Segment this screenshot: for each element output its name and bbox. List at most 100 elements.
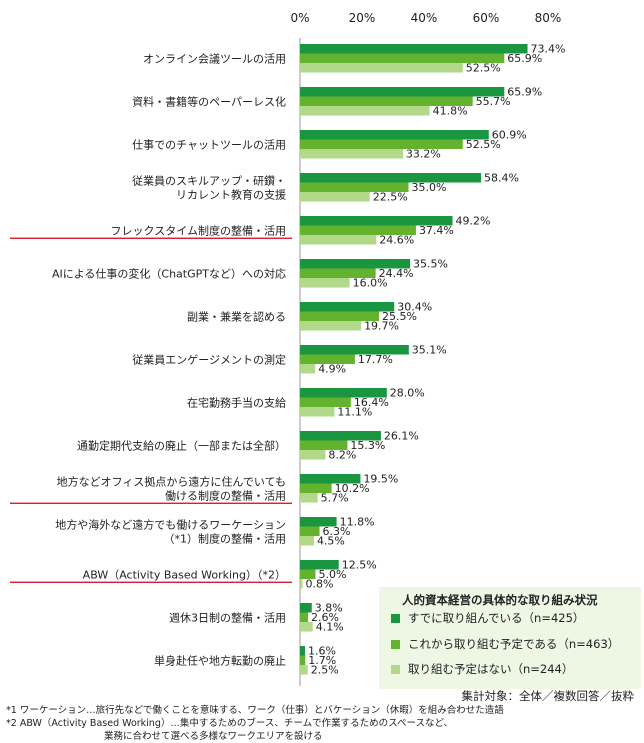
category-label: 副業・兼業を認める	[187, 309, 286, 323]
category-label: 働ける制度の整備・活用	[165, 488, 286, 502]
category-label: 資料・書籍等のペーパーレス化	[132, 94, 286, 108]
bar-value-label: 16.0%	[353, 277, 388, 290]
category-label: 従業員エンゲージメントの測定	[132, 352, 286, 366]
bar-3	[300, 665, 308, 675]
bar-value-label: 24.6%	[379, 234, 414, 247]
bar-value-label: 35.1%	[412, 344, 447, 357]
bar-value-label: 35.5%	[413, 258, 448, 271]
bar-value-label: 4.9%	[318, 363, 346, 376]
footnote-2: *2 ABW（Activity Based Working）…集中するためのブー…	[6, 717, 453, 729]
bar-1	[300, 431, 381, 441]
bar-2	[300, 483, 332, 493]
bar-2	[300, 612, 309, 622]
bar-2	[300, 53, 505, 63]
bar-3	[300, 407, 335, 417]
bar-value-label: 60.9%	[492, 129, 527, 142]
bar-value-label: 4.5%	[317, 535, 345, 548]
category-label: 単身赴任や地方転勤の廃止	[154, 653, 286, 667]
legend: 人的資本経営の具体的な取り組み状況 すでに取り組んでいる（n=425） これから…	[379, 587, 641, 689]
category-label: リカレント教育の支援	[176, 187, 286, 201]
bar-value-label: 65.9%	[507, 86, 542, 99]
bar-value-label: 11.1%	[337, 406, 372, 419]
legend-swatch-2	[391, 640, 400, 649]
bar-value-label: 65.9%	[507, 52, 542, 65]
legend-title: 人的資本経営の具体的な取り組み状況	[402, 593, 598, 607]
bar-3	[300, 149, 403, 159]
bar-3	[300, 493, 318, 503]
bar-2	[300, 655, 306, 665]
category-label: 仕事でのチャットツールの活用	[132, 138, 286, 151]
legend-swatch-1	[391, 614, 400, 623]
category-label: 通勤定期代支給の廃止（一部または全部）	[77, 438, 286, 452]
bar-value-label: 2.5%	[311, 664, 339, 677]
bar-value-label: 10.2%	[335, 482, 370, 495]
footnotes: 集計対象：全体／複数回答／抜粋 *1 ワーケーション…旅行先などで働くことを意味…	[6, 689, 634, 742]
scope-note: 集計対象：全体／複数回答／抜粋	[462, 689, 635, 703]
category-label: 従業員のスキルアップ・研鑽・	[132, 173, 286, 187]
legend-swatch-3	[391, 665, 400, 674]
bar-1	[300, 130, 489, 140]
bar-1	[300, 259, 411, 269]
bar-value-label: 52.5%	[466, 138, 501, 151]
bar-value-label: 8.2%	[328, 449, 356, 462]
bar-2	[300, 311, 380, 321]
footnote-2-continued: 業務に合わせて選べる多様なワークエリアを設ける	[104, 730, 323, 742]
bar-2	[300, 225, 416, 235]
bar-value-label: 30.4%	[397, 301, 432, 314]
bar-value-label: 4.1%	[316, 621, 344, 634]
bar-1	[300, 302, 395, 312]
category-label: 週休3日制の整備・活用	[169, 610, 286, 624]
bar-3	[300, 536, 314, 546]
bar-value-label: 0.8%	[305, 578, 333, 591]
category-label: オンライン会議ツールの活用	[143, 51, 286, 65]
bar-value-label: 28.0%	[390, 387, 425, 400]
x-tick-label: 60%	[473, 11, 500, 25]
bar-1	[300, 216, 453, 226]
bar-value-label: 22.5%	[373, 191, 408, 204]
category-label: ABW（Activity Based Working）（*2）	[83, 568, 286, 581]
bar-3	[300, 106, 430, 116]
category-label: フレックスタイム制度の整備・活用	[111, 223, 286, 237]
bar-value-label: 12.5%	[342, 559, 377, 572]
x-tick-label: 0%	[290, 11, 309, 25]
bar-1	[300, 173, 482, 183]
x-tick-label: 20%	[349, 11, 376, 25]
bar-3	[300, 235, 377, 245]
bar-2	[300, 182, 409, 192]
bar-3	[300, 192, 370, 202]
legend-label-1: すでに取り組んでいる（n=425）	[408, 611, 584, 625]
bar-2	[300, 139, 463, 149]
bar-value-label: 1.7%	[308, 654, 336, 667]
bar-value-label: 16.4%	[354, 396, 389, 409]
category-labels: オンライン会議ツールの活用資料・書籍等のペーパーレス化仕事でのチャットツールの活…	[10, 51, 292, 667]
category-label: 在宅勤務手当の支給	[187, 395, 286, 409]
bar-3	[300, 278, 350, 288]
bar-2	[300, 526, 320, 536]
bar-1	[300, 560, 339, 570]
bar-value-label: 37.4%	[419, 224, 454, 237]
bar-1	[300, 87, 505, 97]
bar-value-label: 3.8%	[315, 602, 343, 615]
bar-value-label: 58.4%	[484, 172, 519, 185]
bar-value-label: 26.1%	[384, 430, 419, 443]
footnote-1: *1 ワーケーション…旅行先などで働くことを意味する、ワーク（仕事）とバケーショ…	[6, 704, 504, 716]
bar-value-label: 15.3%	[350, 439, 385, 452]
bar-1	[300, 474, 361, 484]
bar-2	[300, 440, 348, 450]
bar-value-label: 33.2%	[406, 148, 441, 161]
bar-value-label: 11.8%	[340, 516, 375, 529]
bar-1	[300, 44, 528, 54]
legend-box	[379, 587, 641, 689]
bar-value-label: 6.3%	[323, 525, 351, 538]
bar-value-label: 19.7%	[364, 320, 399, 333]
bar-value-label: 25.5%	[382, 310, 417, 323]
bar-1	[300, 646, 305, 656]
bar-2	[300, 268, 376, 278]
bar-value-label: 1.6%	[308, 645, 336, 658]
bar-2	[300, 354, 355, 364]
bar-value-label: 35.0%	[412, 181, 447, 194]
bar-2	[300, 96, 473, 106]
bar-3	[300, 321, 362, 331]
bar-value-label: 5.7%	[321, 492, 349, 505]
bar-value-label: 19.5%	[363, 473, 398, 486]
